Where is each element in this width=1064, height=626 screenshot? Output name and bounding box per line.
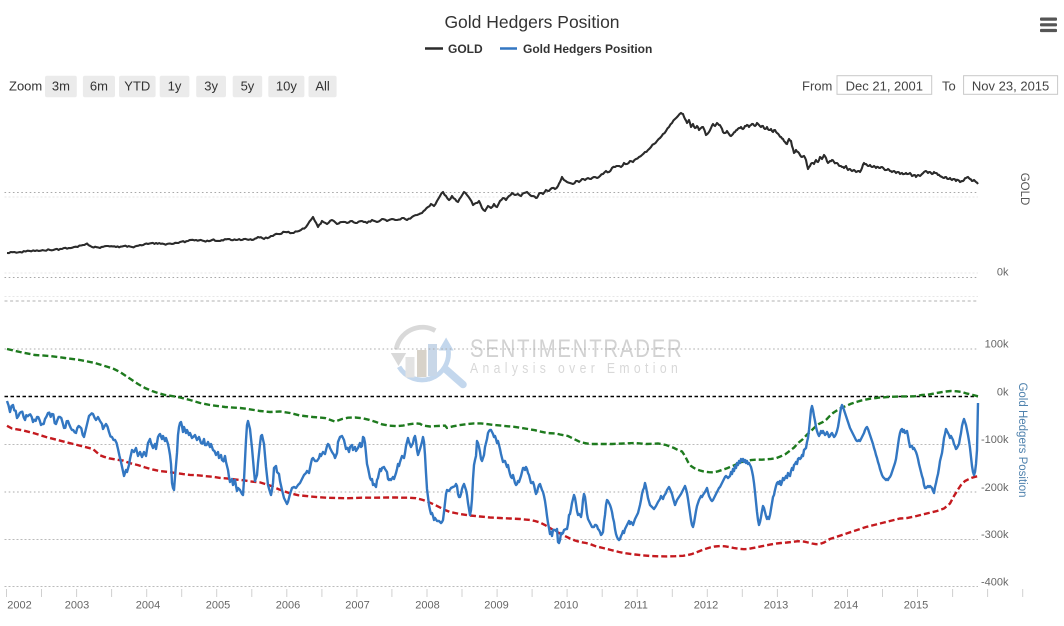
svg-text:3y: 3y — [204, 79, 218, 94]
svg-text:-200k: -200k — [981, 482, 1009, 494]
svg-text:2007: 2007 — [345, 600, 369, 612]
svg-text:Gold Hedgers Position: Gold Hedgers Position — [444, 12, 619, 32]
svg-text:3m: 3m — [52, 79, 70, 94]
svg-text:2009: 2009 — [484, 600, 508, 612]
svg-text:-400k: -400k — [981, 577, 1009, 589]
svg-text:0k: 0k — [997, 386, 1009, 398]
svg-text:2015: 2015 — [904, 600, 928, 612]
svg-text:2005: 2005 — [206, 600, 230, 612]
svg-text:-300k: -300k — [981, 529, 1009, 541]
svg-text:GOLD: GOLD — [1018, 173, 1030, 206]
svg-text:2013: 2013 — [764, 600, 788, 612]
svg-text:100k: 100k — [985, 339, 1009, 351]
svg-text:2006: 2006 — [276, 600, 300, 612]
svg-text:2014: 2014 — [834, 600, 858, 612]
svg-text:2002: 2002 — [7, 600, 31, 612]
svg-text:2010: 2010 — [554, 600, 578, 612]
svg-text:2011: 2011 — [624, 600, 648, 612]
svg-text:Gold Hedgers Position: Gold Hedgers Position — [1016, 382, 1028, 497]
svg-text:-100k: -100k — [981, 434, 1009, 446]
svg-text:To: To — [942, 79, 956, 94]
svg-text:2012: 2012 — [694, 600, 718, 612]
svg-text:From: From — [802, 79, 832, 94]
svg-text:5y: 5y — [241, 79, 255, 94]
svg-text:2004: 2004 — [136, 600, 160, 612]
svg-text:0k: 0k — [997, 266, 1009, 278]
svg-text:SENTIMENTRADER: SENTIMENTRADER — [470, 334, 683, 363]
svg-text:Zoom: Zoom — [9, 79, 42, 94]
svg-text:YTD: YTD — [124, 79, 150, 94]
svg-text:Analysis over Emotion: Analysis over Emotion — [470, 360, 682, 376]
svg-text:10y: 10y — [276, 79, 297, 94]
svg-text:Nov 23, 2015: Nov 23, 2015 — [972, 78, 1049, 93]
svg-text:1y: 1y — [168, 79, 182, 94]
svg-text:Gold Hedgers Position: Gold Hedgers Position — [523, 42, 652, 56]
svg-text:All: All — [315, 79, 330, 94]
svg-text:Dec 21, 2001: Dec 21, 2001 — [846, 78, 923, 93]
svg-text:2003: 2003 — [65, 600, 89, 612]
svg-text:2008: 2008 — [415, 600, 439, 612]
svg-text:6m: 6m — [90, 79, 108, 94]
svg-text:GOLD: GOLD — [448, 42, 483, 56]
